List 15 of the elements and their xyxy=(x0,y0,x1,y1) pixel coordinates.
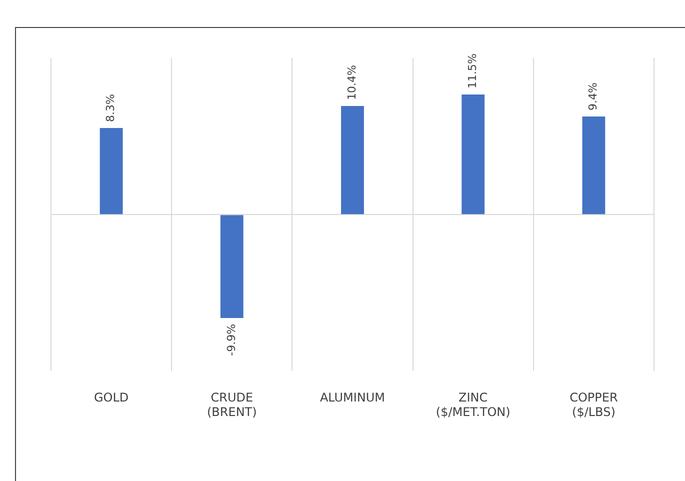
x-tick-label: ZINC ($/MET.TON) xyxy=(436,390,510,419)
x-tick-label: COPPER ($/LBS) xyxy=(570,390,618,419)
data-label: 10.4% xyxy=(345,65,358,100)
x-tick-label: ALUMINUM xyxy=(320,390,386,405)
data-label: 9.4% xyxy=(586,82,600,110)
bar xyxy=(220,215,244,318)
bar xyxy=(341,106,364,214)
data-label: 11.5% xyxy=(466,54,479,89)
bar xyxy=(462,94,485,214)
data-label: 8.3% xyxy=(104,94,118,122)
x-tick-label: GOLD xyxy=(94,390,129,405)
x-tick-label: CRUDE (BRENT) xyxy=(206,390,257,419)
data-label: -9.9% xyxy=(224,324,238,356)
bar xyxy=(582,116,606,214)
bar xyxy=(100,128,123,214)
